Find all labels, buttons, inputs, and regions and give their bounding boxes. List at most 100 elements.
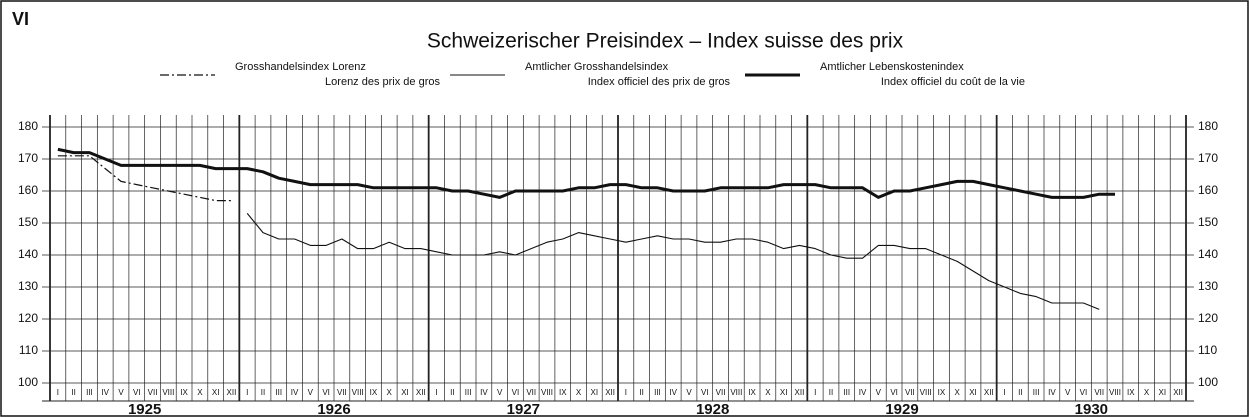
x-tick-label: IV [1048, 388, 1056, 397]
x-tick-label: VIII [541, 388, 553, 397]
y-tick-label: 130 [18, 279, 38, 293]
y-tick-label: 120 [18, 311, 38, 325]
y2-tick-label: 130 [1198, 279, 1218, 293]
series-line [57, 155, 232, 202]
y-tick-label: 150 [18, 215, 38, 229]
y2-tick-label: 110 [1198, 343, 1217, 357]
x-tick-label: VI [322, 388, 330, 397]
x-tick-label: X [765, 388, 771, 397]
x-tick-label: VII [716, 388, 726, 397]
x-tick-label: XI [401, 388, 409, 397]
x-tick-label: IX [370, 388, 378, 397]
x-tick-label: VI [890, 388, 898, 397]
x-tick-label: VIII [352, 388, 364, 397]
x-tick-label: VIII [730, 388, 742, 397]
x-tick-label: V [118, 388, 124, 397]
x-tick-label: XII [605, 388, 615, 397]
x-tick-label: XII [984, 388, 994, 397]
x-tick-label: V [308, 388, 314, 397]
x-tick-label: II [829, 388, 833, 397]
x-tick-label: II [261, 388, 265, 397]
x-tick-label: XII [416, 388, 426, 397]
x-tick-label: X [1144, 388, 1150, 397]
x-tick-label: VIII [162, 388, 174, 397]
x-tick-label: IX [938, 388, 946, 397]
legend-label: Index officiel des prix de gros [588, 76, 731, 88]
x-tick-label: I [435, 388, 437, 397]
legend-label: Grosshandelsindex Lorenz [235, 61, 366, 73]
x-tick-label: IV [669, 388, 677, 397]
x-tick-label: VII [148, 388, 158, 397]
legend-label: Lorenz des prix de gros [325, 76, 440, 88]
year-label: 1925 [128, 401, 161, 417]
x-tick-label: V [686, 388, 692, 397]
y2-tick-label: 140 [1198, 247, 1218, 261]
x-tick-label: VI [701, 388, 709, 397]
x-tick-label: III [654, 388, 661, 397]
x-tick-label: I [814, 388, 816, 397]
y-tick-label: 110 [19, 343, 38, 357]
x-tick-label: I [1003, 388, 1005, 397]
x-tick-label: II [639, 388, 643, 397]
x-tick-label: VII [905, 388, 915, 397]
series-line [246, 213, 1100, 310]
x-tick-label: IX [559, 388, 567, 397]
x-tick-label: XI [969, 388, 977, 397]
x-tick-label: III [465, 388, 472, 397]
year-label: 1930 [1075, 401, 1108, 417]
x-tick-label: I [625, 388, 627, 397]
x-tick-label: VIII [920, 388, 932, 397]
x-tick-label: I [57, 388, 59, 397]
x-tick-label: III [843, 388, 850, 397]
y2-tick-label: 170 [1198, 151, 1218, 165]
x-tick-label: IV [480, 388, 488, 397]
x-tick-label: XII [795, 388, 805, 397]
x-tick-label: X [955, 388, 961, 397]
x-tick-label: X [576, 388, 582, 397]
x-tick-label: I [246, 388, 248, 397]
y-tick-label: 140 [18, 247, 38, 261]
x-tick-label: II [1018, 388, 1022, 397]
chart-title: Schweizerischer Preisindex – Index suiss… [427, 30, 904, 53]
y-tick-label: 170 [18, 151, 38, 165]
x-tick-label: XI [780, 388, 788, 397]
x-tick-label: VI [133, 388, 141, 397]
x-tick-label: XII [227, 388, 237, 397]
x-tick-label: IV [101, 388, 109, 397]
legend-label: Index officiel du coût de la vie [881, 76, 1025, 88]
x-tick-label: X [197, 388, 203, 397]
x-tick-label: XI [1159, 388, 1167, 397]
panel-label: VI [12, 9, 29, 29]
x-tick-label: VII [526, 388, 536, 397]
series-line [57, 147, 1115, 199]
x-tick-label: XI [212, 388, 220, 397]
x-tick-label: V [876, 388, 882, 397]
x-tick-label: VII [337, 388, 347, 397]
x-tick-label: III [1033, 388, 1040, 397]
x-tick-label: IX [748, 388, 756, 397]
x-tick-label: VIII [1109, 388, 1121, 397]
x-tick-label: VI [1080, 388, 1088, 397]
x-tick-label: XII [1173, 388, 1183, 397]
legend-label: Amtlicher Lebenskostenindex [820, 61, 964, 73]
y2-tick-label: 150 [1198, 215, 1218, 229]
y-tick-label: 180 [18, 119, 38, 133]
x-tick-label: V [1065, 388, 1071, 397]
x-tick-label: IV [859, 388, 867, 397]
y2-tick-label: 100 [1198, 375, 1218, 389]
year-label: 1926 [317, 401, 350, 417]
x-tick-label: II [450, 388, 454, 397]
legend-label: Amtlicher Grosshandelsindex [525, 61, 669, 73]
x-tick-label: V [497, 388, 503, 397]
y2-tick-label: 120 [1198, 311, 1218, 325]
x-tick-label: VI [512, 388, 520, 397]
x-tick-label: X [387, 388, 393, 397]
y-tick-label: 100 [18, 375, 38, 389]
x-tick-label: II [71, 388, 75, 397]
year-label: 1927 [507, 401, 540, 417]
y2-tick-label: 160 [1198, 183, 1218, 197]
year-label: 1928 [696, 401, 729, 417]
x-tick-label: III [86, 388, 93, 397]
